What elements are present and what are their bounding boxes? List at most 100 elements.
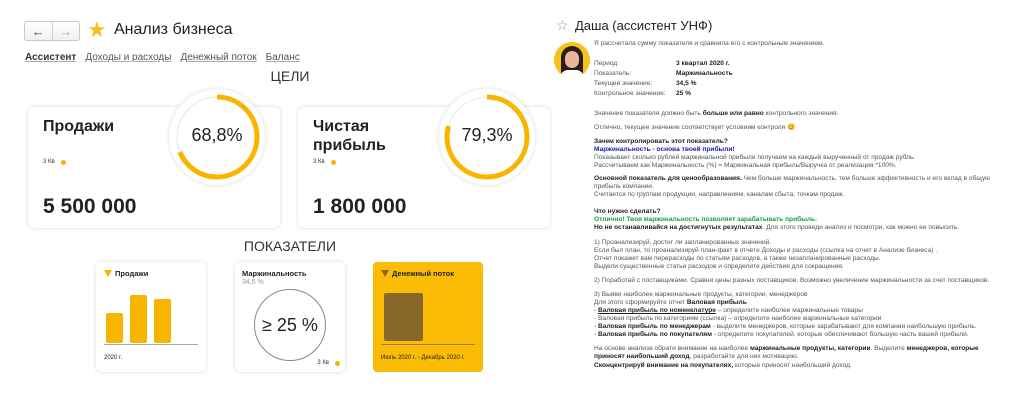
sales-bar: [154, 299, 171, 343]
assistant-text-line: Отлично! Твоя маржинальность позволяет з…: [594, 216, 817, 224]
triangle-down-icon: [381, 270, 389, 277]
navigation-buttons: ← →: [24, 21, 80, 41]
page-title: Анализ бизнеса: [114, 21, 233, 38]
goal-progress-gauge: 79,3%: [439, 89, 535, 185]
assistant-text-line: Отчет покажет вам перерасходы по статьям…: [594, 255, 881, 263]
field-label: Показатель:: [594, 70, 632, 77]
goal-name: Продажи: [43, 118, 115, 135]
text-segment: - выделите менеджеров, которые зарабатыв…: [710, 323, 977, 330]
assistant-title: Даша (ассистент УНФ): [575, 18, 713, 33]
forward-button[interactable]: →: [51, 22, 80, 40]
indicator-current-value: 34,5 %: [242, 279, 264, 286]
target-value: ≥ 25 %: [262, 314, 318, 335]
tab-income-expenses[interactable]: Доходы и расходы: [85, 52, 172, 63]
status-dot: [60, 159, 66, 165]
sales-bar: [106, 313, 123, 343]
assistant-text-line: Отлично, текущее значение соответствует …: [594, 124, 795, 132]
indicators-heading: ПОКАЗАТЕЛИ: [243, 238, 337, 254]
indicator-title: Денежный поток: [392, 269, 454, 278]
text-segment: – определите наиболее маржинальные товар…: [715, 307, 863, 314]
text-segment: Рассчитываем как Маржинальность (%) = Ма…: [594, 162, 897, 169]
text-segment: Зачем контролировать этот показатель?: [594, 138, 728, 145]
goal-name: Чистая прибыль: [313, 118, 386, 154]
text-segment: которые приносят наибольший доход.: [733, 362, 852, 369]
status-dot: [335, 360, 340, 366]
text-segment: Выдели существенные статьи расходов и оп…: [594, 263, 844, 270]
axis-line: [104, 344, 198, 345]
text-segment: 3) Выяви наиболее маржинальные продукты,…: [594, 291, 808, 298]
assistant-text-line: Если был план, то проанализируй план-фак…: [594, 247, 937, 255]
text-segment: Показывает сколько рублей маржинальной п…: [594, 154, 916, 161]
text-segment: контрольного значения.: [763, 110, 839, 117]
text-segment: , разработайте для них мотивацию.: [689, 353, 799, 360]
text-segment: -: [594, 307, 599, 314]
text-segment: Значение показателя должно быть: [594, 110, 703, 117]
assistant-text-line: - Валовая прибыль по категориям (ссылка)…: [594, 315, 881, 323]
text-segment: прибыль компании.: [594, 183, 654, 190]
text-segment: 2) Поработай с поставщиками. Сравни цены…: [594, 277, 990, 284]
text-segment: Для этого сформируйте отчет: [594, 299, 687, 306]
goal-percent: 79,3%: [461, 125, 513, 145]
triangle-down-icon: [104, 270, 112, 277]
favorite-star-outline-icon[interactable]: ☆: [556, 17, 569, 33]
favorite-star-icon[interactable]: ★: [87, 17, 107, 42]
assistant-text-line: Но не останавливайся на достигнутых резу…: [594, 224, 959, 232]
text-segment: приносят наибольший доход: [594, 353, 690, 360]
assistant-text-line: Зачем контролировать этот показатель?: [594, 138, 728, 146]
goal-value: 5 500 000: [43, 195, 137, 218]
text-segment: 😊: [787, 124, 796, 131]
assistant-text-line: Считается по группам продукции, направле…: [594, 191, 844, 199]
assistant-text-line: На основе анализа обрати внимание на наи…: [594, 345, 979, 353]
back-button[interactable]: ←: [31, 23, 45, 39]
assistant-text-line: 3) Выяви наиболее маржинальные продукты,…: [594, 291, 807, 299]
indicator-period: Июль 2020 г. - Декабрь 2020 г.: [381, 355, 465, 361]
text-segment: Отчет покажет вам перерасходы по статьям…: [594, 255, 881, 262]
assistant-text-line: Что нужно сделать?: [594, 208, 661, 216]
assistant-text-line: Показывает сколько рублей маржинальной п…: [594, 154, 915, 162]
assistant-intro: Я рассчитала сумму показателя и сравнила…: [594, 40, 825, 47]
text-segment: Маржинальность - основа твоей прибыли!: [594, 146, 735, 153]
indicator-title: Продажи: [115, 269, 149, 278]
indicator-card-cash-flow[interactable]: Денежный поток Июль 2020 г. - Декабрь 20…: [373, 262, 483, 372]
assistant-text-line: - Валовая прибыль по менеджерам - выдели…: [594, 323, 976, 331]
text-segment: маржинальные продукты, категории: [749, 345, 871, 352]
assistant-text-line: 2) Поработай с поставщиками. Сравни цены…: [594, 277, 989, 285]
assistant-text-line: 1) Проанализируй, достиг ли запланирован…: [594, 239, 771, 247]
assistant-text-line: приносят наибольший доход, разработайте …: [594, 353, 799, 361]
goal-progress-gauge: 68,8%: [169, 89, 265, 185]
tab-balance[interactable]: Баланс: [265, 52, 300, 63]
text-segment: Валовая прибыль: [686, 299, 747, 306]
tab-assistant[interactable]: Ассистент: [25, 52, 77, 63]
indicator-card-sales[interactable]: Продажи 2020 г.: [96, 262, 206, 372]
text-segment: Валовая прибыль по номенклатуре: [598, 307, 716, 314]
field-label: Период:: [594, 60, 619, 67]
field-label: Контрольное значение:: [594, 90, 666, 97]
assistant-text-line: Маржинальность - основа твоей прибыли!: [594, 146, 735, 154]
text-segment: Отлично! Твоя маржинальность позволяет з…: [594, 216, 817, 223]
text-segment: Основной показатель для ценообразования.: [594, 175, 742, 182]
cash-flow-bar: [384, 293, 423, 341]
tab-cash-flow[interactable]: Денежный поток: [180, 52, 257, 63]
text-segment: Считается по группам продукции, направле…: [594, 191, 845, 198]
assistant-text-line: прибыль компании.: [594, 183, 654, 191]
text-segment: Валовая прибыль по менеджерам: [598, 323, 711, 330]
text-segment: Отлично, текущее значение соответствует …: [594, 124, 787, 131]
indicator-period: 2020 г.: [104, 355, 123, 361]
text-segment: менеджеров, которые: [906, 345, 979, 352]
axis-line: [381, 344, 475, 345]
assistant-avatar: [554, 42, 590, 78]
field-value: 3 квартал 2020 г.: [676, 60, 730, 67]
indicator-card-margin[interactable]: Маржинальность 34,5 % ≥ 25 % 3 Кв: [235, 262, 345, 372]
assistant-text-line: Выдели существенные статьи расходов и оп…: [594, 263, 844, 271]
assistant-text-line: Для этого сформируйте отчет Валовая приб…: [594, 299, 747, 307]
text-segment: Но не останавливайся на достигнутых резу…: [594, 224, 763, 231]
status-dot: [330, 159, 336, 165]
field-value: Маржинальность: [676, 70, 733, 77]
field-value: 25 %: [676, 90, 692, 97]
assistant-text-line: - Валовая прибыль по покупателям - опред…: [594, 331, 969, 339]
text-segment: Валовая прибыль по покупателям: [598, 331, 713, 338]
text-segment: . Выделите: [870, 345, 907, 352]
text-segment: Чем больше маржинальность, тем больше эф…: [741, 175, 991, 182]
text-segment: На основе анализа обрати внимание на наи…: [594, 345, 750, 352]
text-segment: - Валовая прибыль по категориям (ссылка)…: [594, 315, 882, 322]
